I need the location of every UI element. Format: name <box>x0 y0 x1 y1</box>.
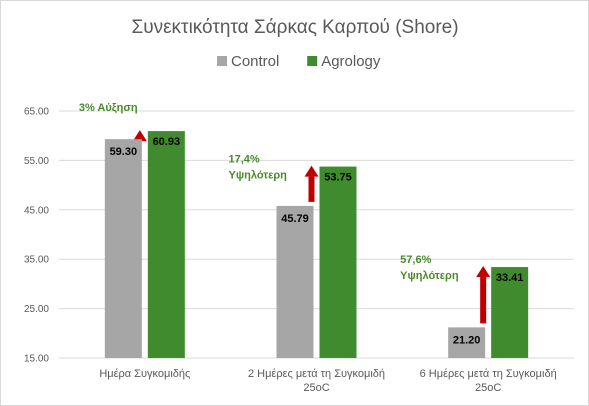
y-tick-label: 45.00 <box>24 205 49 216</box>
y-tick-label: 15.00 <box>24 354 49 365</box>
data-label-agrology: 60.93 <box>153 136 181 148</box>
legend-label-control: Control <box>231 53 279 70</box>
increase-arrow <box>304 165 319 202</box>
y-axis: 65.00 55.00 45.00 35.00 25.00 15.00 <box>24 107 49 365</box>
increase-arrow <box>132 130 147 142</box>
bar-control <box>448 327 486 358</box>
x-category-label: 25oC <box>475 382 501 394</box>
annotation-label: Υψηλότερη <box>229 170 288 182</box>
data-label-control: 21.20 <box>453 334 481 346</box>
data-labels: 59.30 60.93 45.79 53.75 21.20 33.41 <box>110 136 524 346</box>
legend-swatch-agrology <box>307 56 318 66</box>
annotation-label: Υψηλότερη <box>400 270 459 282</box>
legend-label-agrology: Agrology <box>321 53 381 70</box>
chart-title: Συνεκτικότητα Σάρκας Καρπού (Shore) <box>131 17 458 38</box>
y-tick-label: 35.00 <box>24 255 49 266</box>
annotation-label: 57,6% <box>400 254 431 266</box>
data-label-control: 45.79 <box>281 213 309 225</box>
bar-agrology <box>319 166 357 358</box>
data-label-agrology: 53.75 <box>324 172 352 184</box>
bar-control <box>104 139 142 358</box>
x-category-label: Ημέρα Συγκομιδής <box>99 368 190 380</box>
bar-control <box>276 205 314 358</box>
bar-agrology <box>147 131 185 358</box>
data-label-agrology: 33.41 <box>496 272 524 284</box>
x-axis: Ημέρα Συγκομιδής 2 Ημέρες μετά τη Συγκομι… <box>99 368 556 394</box>
x-category-label: 2 Ημέρες μετά τη Συγκομιδή <box>248 368 385 380</box>
y-tick-label: 65.00 <box>24 107 49 118</box>
gridlines <box>59 110 574 359</box>
bar-agrology <box>491 267 529 358</box>
y-tick-label: 55.00 <box>24 156 49 167</box>
y-tick-label: 25.00 <box>24 304 49 315</box>
bars <box>104 131 529 358</box>
annotations: 3% Αύξηση 17,4% Υψηλότερη 57,6% Υψηλότερη <box>79 102 491 324</box>
x-category-label: 25oC <box>303 382 329 394</box>
annotation-label: 17,4% <box>229 154 260 166</box>
data-label-control: 59.30 <box>110 146 138 158</box>
legend: Control Agrology <box>217 53 381 70</box>
increase-arrow <box>476 266 491 324</box>
x-category-label: 6 Ημέρες μετά τη Συγκομιδή <box>420 368 557 380</box>
annotation-label: 3% Αύξηση <box>79 102 138 114</box>
legend-swatch-control <box>217 56 227 66</box>
